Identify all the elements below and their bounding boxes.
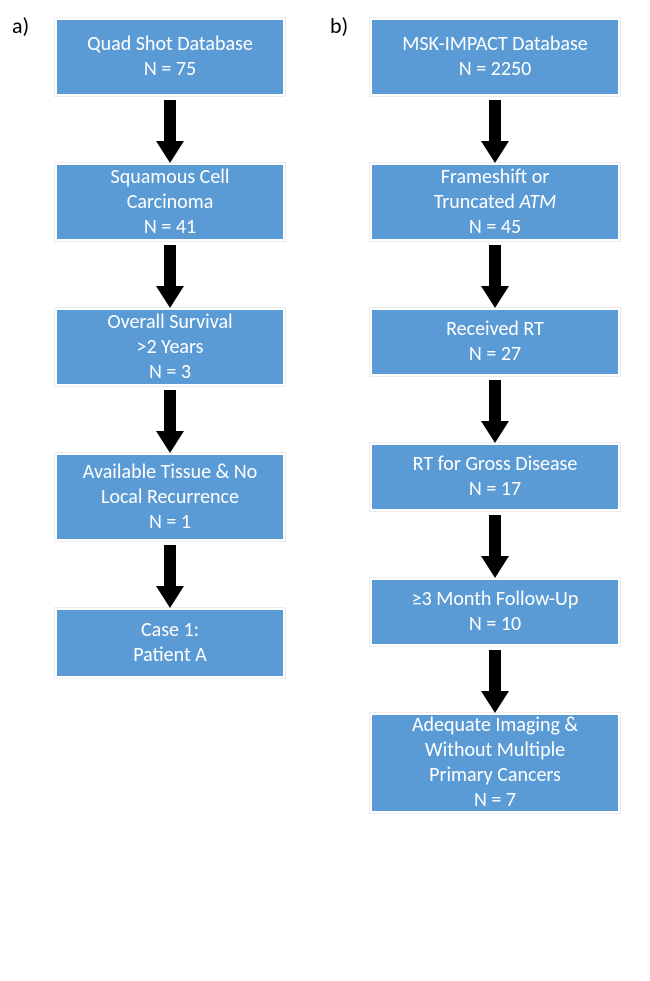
arrow-shaft [489,515,501,556]
flow-node-a1-line: N = 75 [144,57,196,82]
flow-node-a1-line: Quad Shot Database [87,32,253,57]
flow-node-b1: MSK-IMPACT DatabaseN = 2250 [370,18,620,96]
flow-node-b2: Frameshift orTruncated ATMN = 45 [370,163,620,241]
arrow-head [156,431,184,453]
arrow-head [481,421,509,443]
arrow-head [481,141,509,163]
arrow-head [156,586,184,608]
flow-node-b2-line: Truncated ATM [434,190,556,215]
flow-node-b1-line: N = 2250 [459,57,531,82]
flow-node-b3: Received RTN = 27 [370,308,620,376]
flow-node-b4: RT for Gross DiseaseN = 17 [370,443,620,511]
flow-node-a4: Available Tissue & NoLocal RecurrenceN =… [55,453,285,541]
arrow-shaft [489,100,501,141]
arrow-head [156,286,184,308]
flow-node-a3-line: >2 Years [137,335,204,360]
flow-node-a2-line: Squamous Cell [111,165,230,190]
flow-node-b6: Adequate Imaging &Without MultiplePrimar… [370,713,620,813]
arrow-head [481,691,509,713]
flow-node-a5-line: Case 1: [141,618,199,643]
flow-node-b6-line: Without Multiple [425,738,565,763]
flow-node-b5-line: ≥3 Month Follow-Up [412,587,579,612]
arrow-shaft [489,650,501,691]
arrow-shaft [489,245,501,286]
flow-node-a2: Squamous CellCarcinomaN = 41 [55,163,285,241]
arrow-head [156,141,184,163]
arrow-shaft [164,100,176,141]
flow-node-b2-line: Frameshift or [441,165,550,190]
flow-node-a5-line: Patient A [133,643,207,668]
flow-node-a5: Case 1:Patient A [55,608,285,678]
panel-label-b: b) [330,12,348,39]
flow-node-a2-line: N = 41 [144,215,196,240]
arrow-shaft [164,390,176,431]
flow-node-b6-line: Adequate Imaging & [412,713,578,738]
flow-node-b6-line: Primary Cancers [429,763,561,788]
arrow-head [481,556,509,578]
flow-node-a4-line: Local Recurrence [101,485,239,510]
flow-node-a1: Quad Shot DatabaseN = 75 [55,18,285,96]
flow-node-b2-line: N = 45 [469,215,521,240]
flow-node-a3-line: Overall Survival [107,310,232,335]
flow-node-a3: Overall Survival>2 YearsN = 3 [55,308,285,386]
flow-node-b1-line: MSK-IMPACT Database [402,32,588,57]
flowchart-canvas: a) b) Quad Shot DatabaseN = 75 Squamous C… [0,0,650,981]
flow-node-b3-line: N = 27 [469,342,521,367]
flow-node-a2-line: Carcinoma [127,190,214,215]
flow-node-b6-line: N = 7 [474,788,516,813]
arrow-shaft [489,380,501,421]
flow-node-a3-line: N = 3 [149,360,191,385]
flow-node-a4-line: Available Tissue & No [83,460,257,485]
arrow-shaft [164,545,176,586]
flow-node-b5: ≥3 Month Follow-UpN = 10 [370,578,620,646]
flow-node-a4-line: N = 1 [149,510,191,535]
flow-node-b5-line: N = 10 [469,612,521,637]
arrow-shaft [164,245,176,286]
panel-label-a: a) [12,12,29,39]
flow-node-b4-line: N = 17 [469,477,521,502]
flow-node-b3-line: Received RT [446,317,544,342]
arrow-head [481,286,509,308]
flow-node-b4-line: RT for Gross Disease [413,452,578,477]
